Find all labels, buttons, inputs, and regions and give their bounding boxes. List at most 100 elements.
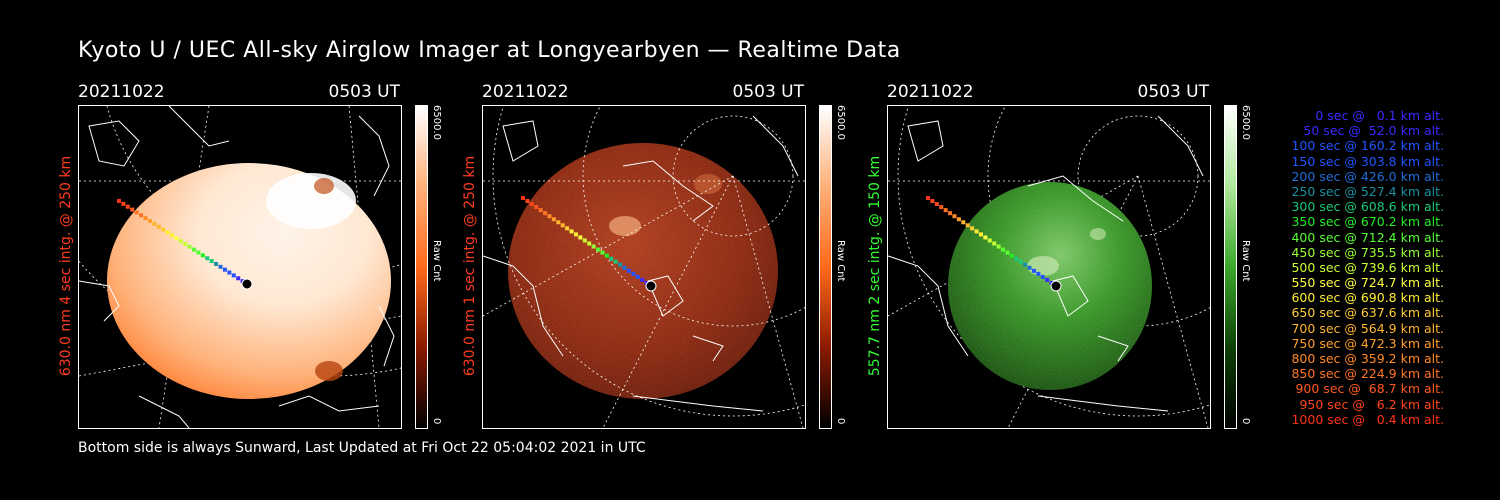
trajectory-point <box>573 232 578 237</box>
panel-ylabel-text: 630.0 nm 4 sec intg. @ 250 km <box>58 155 74 377</box>
trajectory-point <box>943 208 948 213</box>
legend-row: 600 sec @ 690.8 km alt. <box>1291 290 1444 306</box>
panel-ylabel: 557.7 nm 2 sec intg. @ 150 km <box>865 105 885 427</box>
colorbar <box>819 105 832 429</box>
trajectory-point <box>200 253 205 258</box>
coastline <box>79 106 395 428</box>
trajectory-point <box>543 211 548 216</box>
colorbar-min-text: 0 <box>431 418 442 425</box>
colorbar-max-text: 6500.0 <box>1240 105 1251 140</box>
panel-630-4sec: 20211022 0503 UT 630.0 nm 4 sec intg. @ … <box>58 80 478 435</box>
trajectory-point <box>926 196 930 200</box>
trajectory-point <box>1027 265 1032 270</box>
trajectory-point <box>161 227 166 232</box>
trajectory-point <box>934 202 939 207</box>
trajectory-point <box>169 233 174 238</box>
legend-row: 500 sec @ 739.6 km alt. <box>1291 259 1444 275</box>
coastline <box>483 115 799 412</box>
trajectory-point <box>534 205 539 210</box>
trajectory-point <box>187 244 192 249</box>
trajectory-point <box>596 247 601 252</box>
trajectory-point <box>996 244 1001 249</box>
trajectory-point <box>560 223 565 228</box>
legend-row: 650 sec @ 637.6 km alt. <box>1291 305 1444 321</box>
trajectory-point <box>134 210 139 215</box>
allsky-image <box>78 105 402 429</box>
trajectory-point <box>178 239 183 244</box>
trajectory-point <box>556 220 561 225</box>
legend-row: 250 sec @ 527.4 km alt. <box>1291 183 1444 199</box>
panel-time: 0503 UT <box>1137 82 1210 102</box>
trajectory-point <box>591 244 596 249</box>
trajectory-point <box>218 264 223 269</box>
colorbar-unit-text: Raw Cnt <box>835 240 846 282</box>
trajectory-point <box>569 229 574 234</box>
legend-row: 350 sec @ 670.2 km alt. <box>1291 214 1444 230</box>
legend-row: 300 sec @ 608.6 km alt. <box>1291 199 1444 215</box>
trajectory-point <box>956 217 961 222</box>
trajectory-point <box>613 259 618 264</box>
colorbar-unit-text: Raw Cnt <box>431 240 442 282</box>
trajectory-point <box>121 201 126 206</box>
colorbar <box>415 105 428 429</box>
legend-row: 850 sec @ 224.9 km alt. <box>1291 366 1444 382</box>
coastline <box>888 115 1204 412</box>
trajectory-point <box>618 262 623 267</box>
legend-row: 700 sec @ 564.9 km alt. <box>1291 320 1444 336</box>
panel-time: 0503 UT <box>732 82 805 102</box>
colorbar-max-text: 6500.0 <box>431 105 442 140</box>
legend-row: 550 sec @ 724.7 km alt. <box>1291 275 1444 291</box>
legend-row: 0 sec @ 0.1 km alt. <box>1315 108 1444 123</box>
panel-ylabel-text: 630.0 nm 1 sec intg. @ 250 km <box>462 155 478 377</box>
trajectory-point <box>604 253 609 258</box>
trajectory-point <box>635 274 640 279</box>
trajectory-point <box>587 241 592 246</box>
trajectory-point <box>965 223 970 228</box>
trajectory-point <box>961 220 966 225</box>
trajectory-point <box>143 216 148 221</box>
trajectory-point <box>565 226 570 231</box>
trajectory-point <box>231 273 236 278</box>
trajectory-point <box>1001 247 1006 252</box>
colorbar-min-text: 0 <box>835 418 846 425</box>
legend-row: 1000 sec @ 0.4 km alt. <box>1291 411 1444 427</box>
trajectory-point <box>622 265 627 270</box>
trajectory-point <box>156 224 161 229</box>
trajectory-point <box>547 214 552 219</box>
trajectory-point <box>209 259 214 264</box>
trajectory-point <box>152 221 157 226</box>
trajectory-point <box>214 261 219 266</box>
trajectory-legend: 0 sec @ 0.1 km alt. 50 sec @ 52.0 km alt.… <box>1268 108 1444 427</box>
legend-row: 150 sec @ 303.8 km alt. <box>1291 153 1444 169</box>
trajectory-point <box>952 214 957 219</box>
trajectory-point <box>640 277 645 282</box>
trajectory-point <box>196 250 201 255</box>
trajectory-point <box>551 217 556 222</box>
panel-date: 20211022 <box>482 82 569 102</box>
trajectory-point <box>582 238 587 243</box>
panel-ylabel: 630.0 nm 4 sec intg. @ 250 km <box>56 105 76 427</box>
legend-row: 750 sec @ 472.3 km alt. <box>1291 335 1444 351</box>
trajectory-point <box>600 250 605 255</box>
panel-ylabel: 630.0 nm 1 sec intg. @ 250 km <box>460 105 480 427</box>
legend-row: 50 sec @ 52.0 km alt. <box>1303 123 1444 139</box>
trajectory-point <box>525 199 530 204</box>
trajectory-point <box>978 232 983 237</box>
trajectory-point <box>222 267 227 272</box>
legend-row: 100 sec @ 160.2 km alt. <box>1291 138 1444 154</box>
trajectory-point <box>930 199 935 204</box>
colorbar-unit-text: Raw Cnt <box>1240 240 1251 282</box>
trajectory-point <box>983 235 988 240</box>
trajectory-point <box>939 205 944 210</box>
trajectory-point <box>948 211 953 216</box>
page-title: Kyoto U / UEC All-sky Airglow Imager at … <box>78 38 901 63</box>
trajectory-point <box>521 196 525 200</box>
trajectory-point <box>192 247 197 252</box>
panel-630-1sec: 20211022 0503 UT 630.0 nm 1 sec intg. @ … <box>462 80 882 435</box>
legend-row: 950 sec @ 6.2 km alt. <box>1299 396 1444 412</box>
trajectory-point <box>165 230 170 235</box>
trajectory-point <box>147 219 152 224</box>
trajectory-point <box>1014 256 1019 261</box>
panel-ylabel-text: 557.7 nm 2 sec intg. @ 150 km <box>867 155 883 377</box>
trajectory-point <box>139 213 144 218</box>
